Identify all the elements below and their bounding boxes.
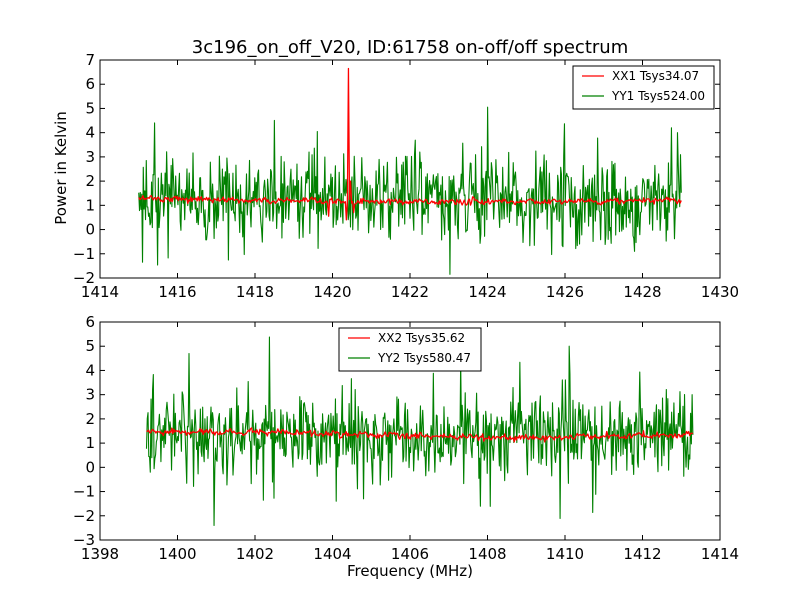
x-tick-label-top: 1416 [158, 283, 196, 301]
x-tick-label-top: 1428 [623, 283, 661, 301]
x-tick-label-top: 1430 [701, 283, 739, 301]
x-tick-label-bottom: 1402 [236, 545, 274, 563]
x-tick-label-top: 1418 [236, 283, 274, 301]
legend-top: XX1 Tsys34.07 YY1 Tsys524.00 [572, 65, 715, 110]
y-tick-label-top: 3 [85, 148, 95, 166]
legend-label-xx2: XX2 Tsys35.62 [378, 331, 465, 345]
series-line-xx1 [138, 67, 682, 221]
y-tick-label-bottom: −2 [73, 507, 95, 525]
x-tick-label-top: 1420 [313, 283, 351, 301]
ticks-layer-top: 1414 1416 1418 1420 1422 1424 1426 1428 1430−2−1… [73, 51, 739, 301]
y-tick-label-top: 1 [85, 196, 95, 214]
legend-box-top [572, 65, 715, 110]
x-tick-label-bottom: 1414 [701, 545, 739, 563]
series-layer-bottom [145, 336, 694, 527]
x-tick-label-bottom: 1404 [313, 545, 351, 563]
y-tick-label-bottom: 3 [85, 386, 95, 404]
x-tick-label-top: 1426 [546, 283, 584, 301]
y-tick-label-bottom: 0 [85, 458, 95, 476]
y-tick-label-top: 2 [85, 172, 95, 190]
y-tick-label-top: −2 [73, 269, 95, 287]
x-tick-label-bottom: 1412 [623, 545, 661, 563]
y-tick-label-bottom: 4 [85, 361, 95, 379]
y-tick-label-top: 7 [85, 51, 95, 69]
series-layer-top [138, 67, 682, 275]
x-tick-label-bottom: 1410 [546, 545, 584, 563]
y-tick-label-bottom: 1 [85, 434, 95, 452]
series-line-xx2 [146, 427, 694, 443]
legend-label-yy2: YY2 Tsys580.47 [377, 351, 471, 365]
y-tick-label-top: 4 [85, 124, 95, 142]
x-tick-label-bottom: 1400 [158, 545, 196, 563]
series-line-yy2 [145, 336, 694, 527]
x-tick-label-bottom: 1408 [468, 545, 506, 563]
x-tick-label-top: 1414 [81, 283, 119, 301]
x-tick-label-bottom: 1406 [391, 545, 429, 563]
series-line-yy1 [138, 106, 682, 275]
y-tick-label-top: −1 [73, 245, 95, 263]
legend-label-yy1: YY1 Tsys524.00 [611, 89, 705, 103]
y-tick-label-bottom: −3 [73, 531, 95, 549]
y-tick-label-top: 6 [85, 75, 95, 93]
y-tick-label-bottom: 6 [85, 313, 95, 331]
y-tick-label-bottom: 2 [85, 410, 95, 428]
y-tick-label-top: 5 [85, 99, 95, 117]
legend-label-xx1: XX1 Tsys34.07 [612, 69, 699, 83]
ticks-layer-bottom: 1398 1400 1402 1404 1406 1408 1410 1412 1414−3−2… [73, 313, 739, 563]
legend-box-bottom [338, 327, 482, 372]
x-tick-label-top: 1424 [468, 283, 506, 301]
plot-bottom: Frequency (MHz) 1398 1400 1402 1404 1406 1408… [73, 313, 739, 580]
y-tick-label-top: 0 [85, 221, 95, 239]
plot-top: 3c196_on_off_V20, ID:61758 on-off/off sp… [52, 37, 739, 301]
x-tick-label-top: 1422 [391, 283, 429, 301]
y-tick-label-bottom: −1 [73, 483, 95, 501]
chart-title: 3c196_on_off_V20, ID:61758 on-off/off sp… [192, 37, 628, 58]
x-axis-label-bottom: Frequency (MHz) [347, 562, 473, 580]
y-axis-label-top: Power in Kelvin [52, 111, 70, 225]
legend-bottom: XX2 Tsys35.62 YY2 Tsys580.47 [338, 327, 482, 372]
x-tick-label-bottom: 1398 [81, 545, 119, 563]
y-tick-label-bottom: 5 [85, 337, 95, 355]
